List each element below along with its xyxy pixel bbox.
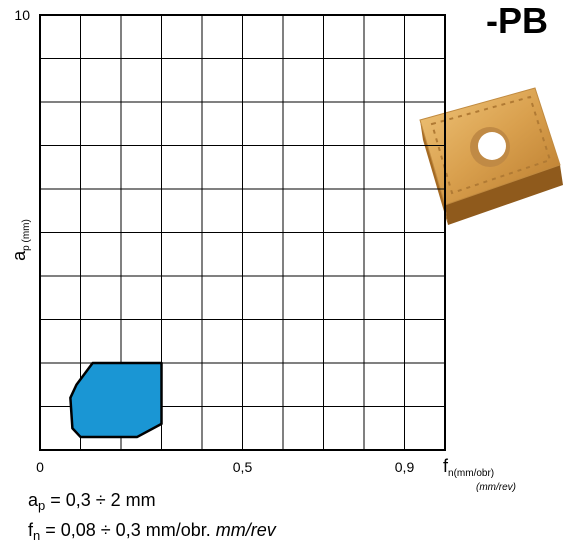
- x-label-alt: (mm/rev): [476, 482, 516, 493]
- chart-title: -PB: [486, 0, 548, 41]
- note-symbol: a: [28, 490, 39, 510]
- note: fn = 0,08 ÷ 0,3 mm/obr. mm/rev: [28, 520, 277, 543]
- x-tick-label: 0,9: [395, 459, 415, 475]
- plot-frame: [39, 14, 446, 451]
- note-subscript: n: [33, 528, 40, 543]
- note-text: = 0,3 ÷ 2 mm: [45, 490, 155, 510]
- note: ap = 0,3 ÷ 2 mm: [28, 490, 156, 513]
- y-tick-label: 10: [14, 7, 30, 23]
- y-label-subscript: p (mm): [21, 219, 32, 251]
- note-subscript: p: [38, 498, 45, 513]
- note-italic: mm/rev: [216, 520, 277, 540]
- x-label-symbol: f: [443, 456, 449, 476]
- x-axis-label: fn(mm/obr): [443, 456, 494, 479]
- x-label-subscript: n(mm/obr): [448, 468, 494, 479]
- x-tick-label: 0,5: [233, 459, 253, 475]
- note-symbol: f: [28, 520, 34, 540]
- application-area: [69, 361, 163, 439]
- note-text: = 0,08 ÷ 0,3 mm/obr.: [40, 520, 215, 540]
- y-axis-label: ap (mm): [9, 219, 32, 261]
- y-label-symbol: a: [9, 250, 29, 261]
- insert-image: [419, 87, 563, 225]
- x-tick-label: 0: [36, 459, 44, 475]
